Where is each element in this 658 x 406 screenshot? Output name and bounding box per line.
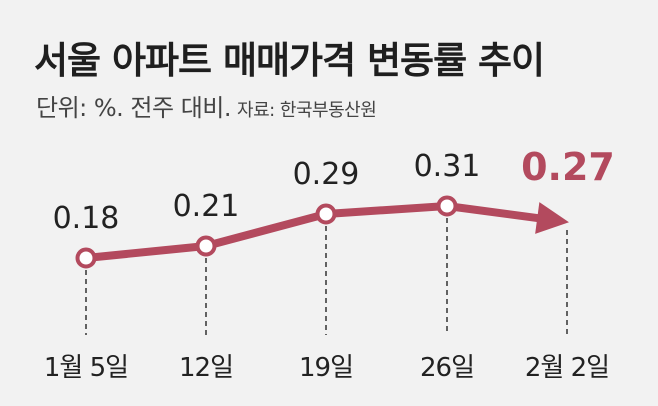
x-tick-label: 19일 [299,353,353,383]
value-labels: 0.18 0.21 0.29 0.31 0.27 [53,145,615,236]
point-markers [75,195,458,269]
value-label: 0.29 [293,157,360,192]
data-point [436,195,458,217]
source-note: 자료: 한국부동산원 [237,100,377,121]
x-tick-label: 2월 2일 [525,353,609,383]
unit-note: 단위: %. 전주 대비. [36,94,232,122]
chart-title: 서울 아파트 매매가격 변동률 추이 [34,39,545,82]
x-tick-label: 1월 5일 [44,353,128,383]
series-path [82,202,546,262]
data-point [195,235,217,257]
chart-subtitle: 단위: %. 전주 대비. 자료: 한국부동산원 [36,88,377,123]
value-label: 0.21 [173,189,240,224]
data-point [315,203,337,225]
value-label: 0.31 [414,149,481,184]
arrow-head [535,202,569,234]
value-label-latest: 0.27 [521,145,615,189]
data-point [75,247,97,269]
value-label: 0.18 [53,201,120,236]
guide-lines [85,218,568,335]
x-tick-label: 12일 [179,353,233,383]
x-tick-label: 26일 [420,353,474,383]
x-axis-ticks: 1월 5일 12일 19일 26일 2월 2일 [44,353,610,383]
